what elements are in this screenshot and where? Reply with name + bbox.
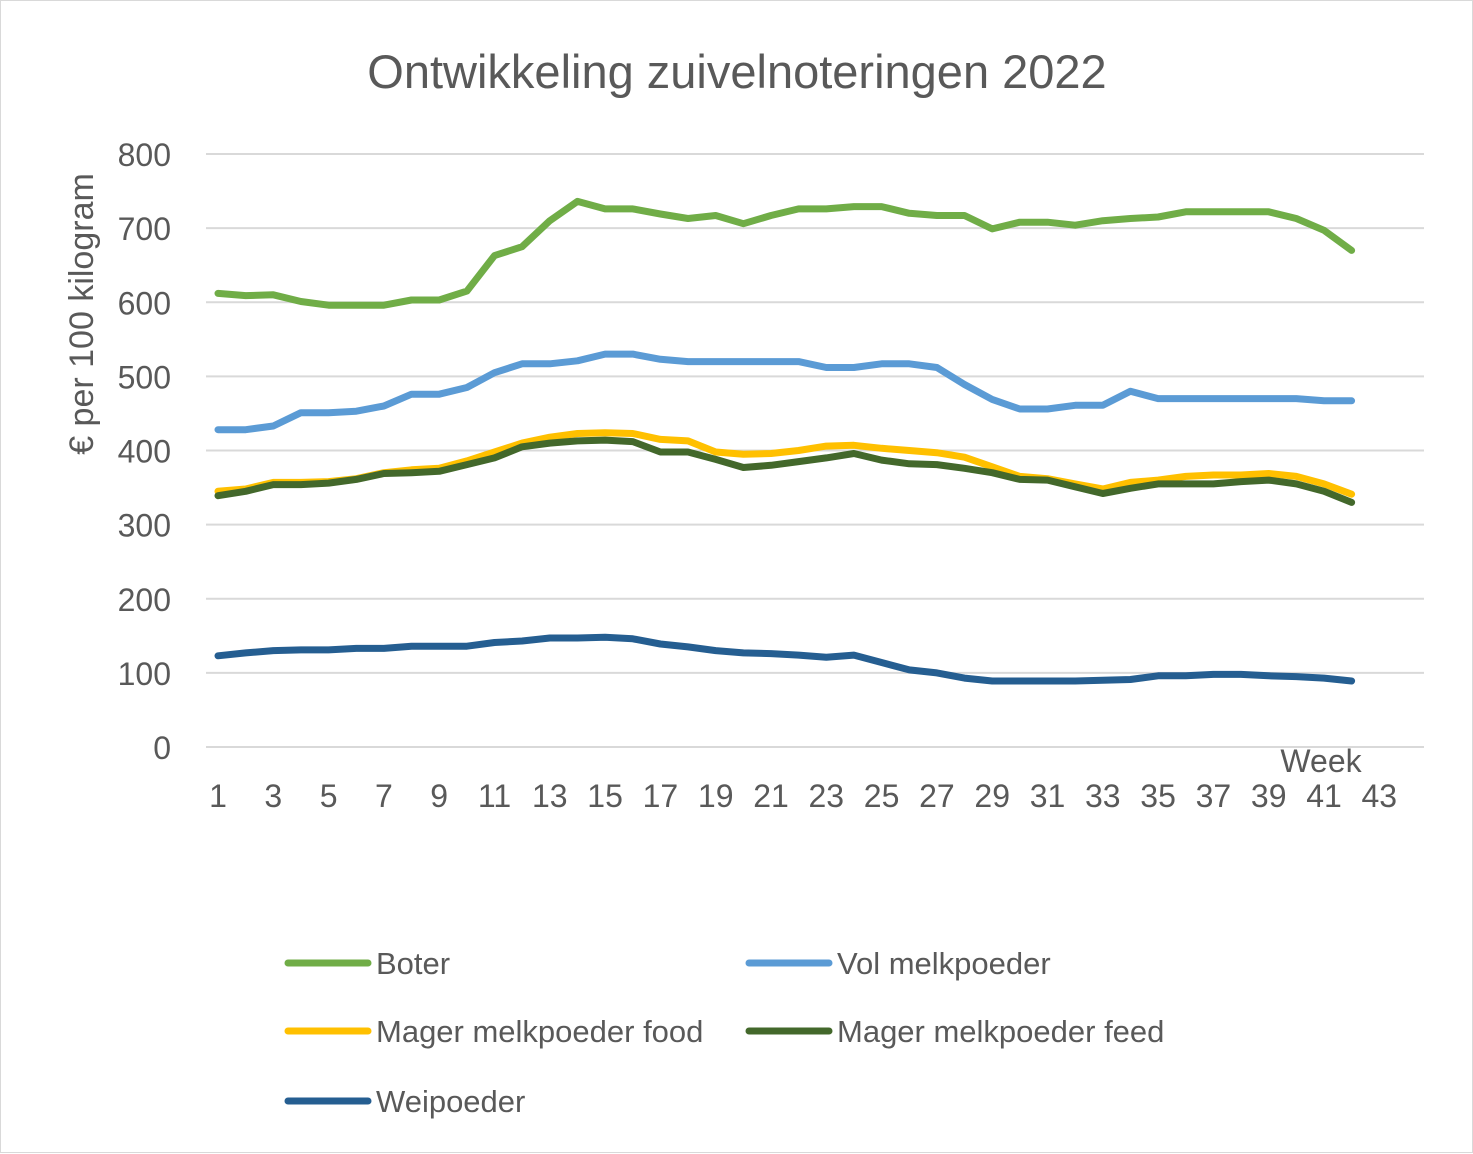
y-tick-label: 400 bbox=[118, 434, 171, 470]
series-line-boter bbox=[214, 197, 1356, 309]
legend-item-vol-melkpoeder: Vol melkpoeder bbox=[745, 946, 1051, 981]
y-axis-ticks: 0 100 200 300 400 500 600 700 800 bbox=[118, 137, 171, 766]
x-axis-title: Week bbox=[1280, 743, 1362, 779]
series-line-mager-melkpoeder-feed bbox=[214, 436, 1356, 506]
legend-label: Mager melkpoeder food bbox=[376, 1014, 703, 1049]
x-tick-label: 41 bbox=[1306, 778, 1342, 814]
legend-item-boter: Boter bbox=[284, 946, 450, 981]
legend-item-mager-melkpoeder-feed: Mager melkpoeder feed bbox=[745, 1014, 1164, 1049]
x-tick-label: 25 bbox=[864, 778, 900, 814]
y-tick-label: 800 bbox=[118, 137, 171, 173]
series-lines bbox=[214, 197, 1356, 685]
x-tick-label: 11 bbox=[478, 778, 511, 814]
legend-label: Weipoeder bbox=[376, 1084, 525, 1119]
y-tick-label: 500 bbox=[118, 359, 171, 395]
y-tick-label: 0 bbox=[153, 730, 171, 766]
x-tick-label: 43 bbox=[1362, 778, 1398, 814]
x-tick-label: 19 bbox=[698, 778, 734, 814]
x-tick-label: 9 bbox=[430, 778, 448, 814]
legend-item-weipoeder: Weipoeder bbox=[284, 1084, 525, 1119]
x-tick-label: 13 bbox=[532, 778, 568, 814]
legend-item-mager-melkpoeder-food: Mager melkpoeder food bbox=[284, 1014, 703, 1049]
x-tick-label: 39 bbox=[1251, 778, 1287, 814]
y-tick-label: 600 bbox=[118, 285, 171, 321]
x-tick-label: 31 bbox=[1030, 778, 1066, 814]
x-axis-ticks: 1 3 5 7 9 11 13 15 17 19 21 23 25 27 29 31 33 35 37 39 41 43 bbox=[209, 778, 1397, 814]
x-tick-label: 1 bbox=[209, 778, 227, 814]
legend-label: Vol melkpoeder bbox=[837, 946, 1051, 981]
y-tick-label: 700 bbox=[118, 211, 171, 247]
y-tick-label: 200 bbox=[118, 582, 171, 618]
x-tick-label: 27 bbox=[919, 778, 955, 814]
x-tick-label: 23 bbox=[809, 778, 845, 814]
series-line-weipoeder bbox=[214, 633, 1356, 685]
y-axis-title: € per 100 kilogram bbox=[63, 173, 101, 455]
x-tick-label: 33 bbox=[1085, 778, 1121, 814]
x-tick-label: 17 bbox=[643, 778, 679, 814]
chart-title: Ontwikkeling zuivelnoteringen 2022 bbox=[367, 45, 1106, 98]
x-tick-label: 5 bbox=[320, 778, 338, 814]
y-tick-label: 300 bbox=[118, 508, 171, 544]
series-line-vol-melkpoeder bbox=[214, 350, 1356, 434]
x-tick-label: 15 bbox=[587, 778, 623, 814]
x-tick-label: 21 bbox=[753, 778, 789, 814]
x-tick-label: 29 bbox=[974, 778, 1010, 814]
x-tick-label: 7 bbox=[375, 778, 393, 814]
y-tick-label: 100 bbox=[118, 656, 171, 692]
x-tick-label: 37 bbox=[1196, 778, 1232, 814]
x-tick-label: 3 bbox=[264, 778, 282, 814]
legend: Boter Vol melkpoeder Mager melkpoeder food… bbox=[284, 946, 1164, 1119]
x-tick-label: 35 bbox=[1140, 778, 1176, 814]
legend-label: Boter bbox=[376, 946, 450, 981]
legend-label: Mager melkpoeder feed bbox=[837, 1014, 1164, 1049]
